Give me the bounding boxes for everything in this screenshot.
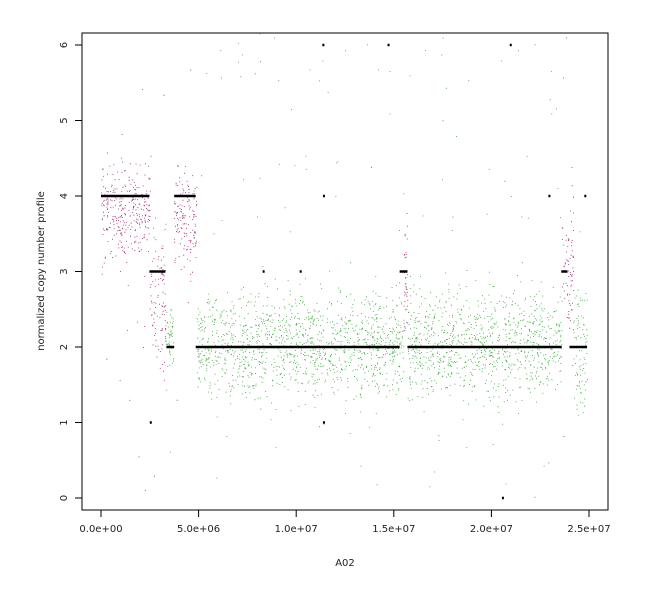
x-tick-label: 2.0e+07 <box>470 524 513 535</box>
segments-layer <box>101 43 588 500</box>
x-axis-title: A02 <box>335 558 355 569</box>
point-cloud-gain <box>403 213 409 331</box>
point-cloud-gain <box>101 89 151 491</box>
x-tick-label: 1.5e+07 <box>372 524 415 535</box>
point-cloud-normal <box>196 33 405 486</box>
point-cloud-gain <box>561 37 575 437</box>
y-tick-label: 5 <box>59 117 70 123</box>
x-tick-label: 0.0e+00 <box>79 524 122 535</box>
y-axis: 0 1 2 3 4 5 6 <box>59 42 83 501</box>
y-tick-label: 3 <box>59 268 70 274</box>
point-cloud-gain <box>149 94 167 477</box>
x-axis: 0.0e+00 5.0e+06 1.0e+07 1.5e+07 2.0e+07 2.5e+… <box>79 509 611 535</box>
data-points-layer <box>101 33 588 498</box>
y-tick-label: 0 <box>59 495 70 501</box>
y-axis-title: normalized copy number profile <box>36 191 47 351</box>
point-cloud-normal <box>573 231 588 416</box>
y-tick-label: 4 <box>59 193 70 199</box>
x-tick-label: 2.5e+07 <box>567 524 610 535</box>
point-cloud-gain <box>173 69 198 401</box>
y-tick-label: 2 <box>59 344 70 350</box>
y-tick-label: 1 <box>59 419 70 425</box>
x-tick-label: 1.0e+07 <box>275 524 318 535</box>
point-cloud-normal <box>407 37 563 498</box>
y-tick-label: 6 <box>59 42 70 48</box>
point-cloud-normal <box>165 223 174 453</box>
x-tick-label: 5.0e+06 <box>177 524 220 535</box>
